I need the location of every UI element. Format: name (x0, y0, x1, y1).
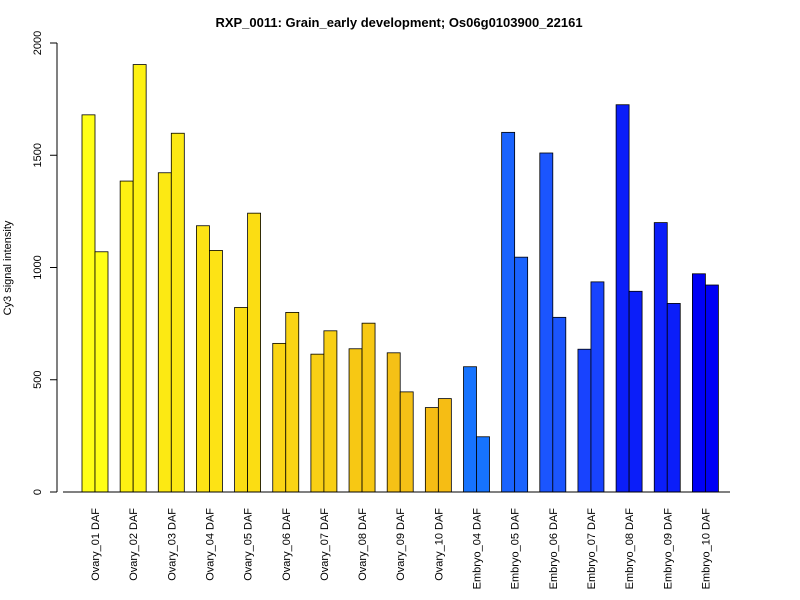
bar-9-2 (399, 391, 414, 493)
bar-5-1 (234, 307, 249, 493)
x-tick-label: Embryo_04 DAF (472, 508, 484, 590)
bar-15-2 (628, 290, 643, 493)
x-tick-label: Ovary_08 DAF (357, 508, 369, 581)
y-tick-label: 1500 (32, 143, 44, 167)
bar-16-2 (666, 303, 681, 493)
y-tick-label: 1000 (32, 255, 44, 279)
bar-14-2 (590, 281, 605, 493)
bar-7-2 (323, 330, 338, 493)
y-axis-label: Cy3 signal intensity (2, 220, 14, 315)
x-tick-label: Ovary_01 DAF (90, 508, 102, 581)
x-tick-label: Embryo_05 DAF (510, 508, 522, 590)
bar-8-2 (361, 322, 376, 493)
bar-10-2 (437, 398, 452, 493)
y-tick-label: 500 (32, 371, 44, 389)
x-tick-label: Ovary_05 DAF (243, 508, 255, 581)
x-tick-label: Ovary_06 DAF (281, 508, 293, 581)
x-tick-label: Embryo_06 DAF (548, 508, 560, 590)
bar-9-1 (386, 352, 401, 493)
bar-13-1 (539, 152, 554, 493)
bar-1-2 (94, 251, 109, 493)
bar-3-1 (157, 172, 172, 493)
bar-17-1 (692, 273, 706, 493)
chart-title: RXP_0011: Grain_early development; Os06g… (215, 15, 582, 30)
bar-4-1 (196, 225, 210, 493)
x-tick-label: Ovary_02 DAF (128, 508, 140, 581)
bar-17-2 (705, 284, 719, 493)
x-tick-label: Embryo_07 DAF (586, 508, 598, 590)
bar-16-1 (653, 222, 668, 493)
x-tick-label: Embryo_10 DAF (700, 508, 712, 590)
bar-12-2 (514, 256, 529, 493)
bar-7-1 (310, 353, 325, 493)
bars-group (81, 64, 719, 493)
x-tick-label: Ovary_07 DAF (319, 508, 331, 581)
bar-13-2 (552, 316, 567, 493)
bar-14-1 (577, 348, 592, 493)
bar-8-1 (348, 348, 363, 493)
bar-6-2 (285, 311, 300, 493)
bar-5-2 (247, 212, 262, 493)
bar-10-1 (424, 407, 439, 493)
x-tick-label: Embryo_08 DAF (624, 508, 636, 590)
bar-6-1 (272, 342, 287, 493)
y-axis: 0 500 1000 1500 2000 (32, 31, 58, 495)
bar-3-2 (170, 132, 185, 493)
y-tick-label: 0 (32, 489, 44, 495)
y-tick-label: 2000 (32, 31, 44, 55)
x-tick-label: Ovary_09 DAF (395, 508, 407, 581)
bar-15-1 (615, 104, 630, 493)
bar-2-1 (119, 180, 134, 493)
bar-11-1 (463, 366, 477, 493)
bar-1-1 (81, 114, 96, 493)
bar-2-2 (132, 64, 147, 493)
bar-11-2 (476, 436, 490, 493)
x-axis: Ovary_01 DAF Ovary_02 DAF Ovary_03 DAF Ovar… (63, 491, 730, 590)
bar-4-2 (209, 250, 223, 493)
x-tick-label: Ovary_03 DAF (166, 508, 178, 581)
x-tick-label: Embryo_09 DAF (662, 508, 674, 590)
x-tick-label: Ovary_04 DAF (204, 508, 216, 581)
x-tick-label: Ovary_10 DAF (433, 508, 445, 581)
bar-12-1 (501, 131, 516, 493)
